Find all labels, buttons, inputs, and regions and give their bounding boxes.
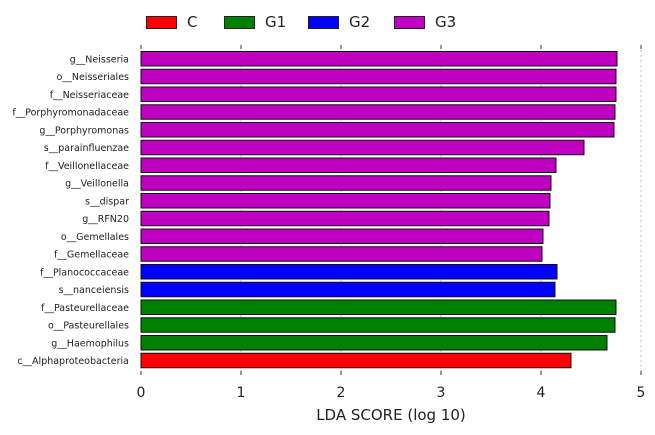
x-tick-label-3: 3 <box>437 385 446 401</box>
category-label-16: g__Haemophilus <box>51 338 129 349</box>
legend-label-g3: G3 <box>435 13 457 31</box>
bar-2 <box>140 86 617 102</box>
bar-3 <box>140 104 616 120</box>
category-label-1: o__Neisseriales <box>57 72 129 83</box>
bar-8 <box>140 193 551 209</box>
x-tick-label-4: 4 <box>537 385 546 401</box>
category-label-15: o__Pasteurellales <box>48 321 129 332</box>
category-label-5: s__parainfluenzae <box>44 143 129 154</box>
legend-label-g2: G2 <box>349 13 371 31</box>
bar-4 <box>140 122 615 138</box>
category-label-0: g__Neisseria <box>70 54 129 65</box>
legend-swatch-c <box>146 15 177 29</box>
category-label-7: g__Veillonella <box>65 179 129 190</box>
legend-item-c: C <box>146 11 197 33</box>
legend-swatch-g1 <box>224 15 255 29</box>
bar-16 <box>140 335 608 351</box>
category-label-6: f__Veillonellaceae <box>45 161 129 172</box>
legend-swatch-g2 <box>308 15 339 29</box>
legend-label-g1: G1 <box>265 13 287 31</box>
category-label-3: f__Porphyromonadaceae <box>12 108 129 119</box>
legend: C G1 G2 G3 <box>0 11 655 33</box>
x-tick-label-1: 1 <box>237 385 246 401</box>
bar-9 <box>140 210 550 227</box>
category-label-8: s__dispar <box>85 196 129 207</box>
category-label-11: f__Gemellaceae <box>54 250 129 261</box>
bar-6 <box>140 157 557 173</box>
bar-17 <box>140 352 572 369</box>
bar-0 <box>140 51 618 67</box>
bar-5 <box>140 139 585 156</box>
category-label-4: g__Porphyromonas <box>39 125 129 136</box>
category-label-14: f__Pasteurellaceae <box>41 303 129 314</box>
bar-10 <box>140 228 544 244</box>
category-label-2: f__Neisseriaceae <box>50 90 129 101</box>
bar-1 <box>140 68 617 85</box>
category-label-17: c__Alphaproteobacteria <box>17 356 129 367</box>
category-label-9: g__RFN20 <box>82 214 129 225</box>
bar-7 <box>140 175 552 191</box>
legend-item-g2: G2 <box>308 11 370 33</box>
bar-13 <box>140 281 556 298</box>
bar-14 <box>140 299 617 315</box>
x-tick-label-2: 2 <box>337 385 346 401</box>
category-label-10: o__Gemellales <box>61 232 129 243</box>
bar-11 <box>140 246 543 262</box>
bar-12 <box>140 264 558 280</box>
category-label-12: f__Planococcaceae <box>40 267 129 278</box>
legend-label-c: C <box>187 13 198 31</box>
category-label-13: s__nanceiensis <box>59 285 129 296</box>
legend-item-g3: G3 <box>394 11 456 33</box>
x-tick-label-0: 0 <box>137 385 146 401</box>
legend-swatch-g3 <box>394 15 425 29</box>
legend-item-g1: G1 <box>224 11 286 33</box>
bar-15 <box>140 317 616 333</box>
x-tick-label-5: 5 <box>637 385 646 401</box>
x-axis-title: LDA SCORE (log 10) <box>316 406 466 424</box>
